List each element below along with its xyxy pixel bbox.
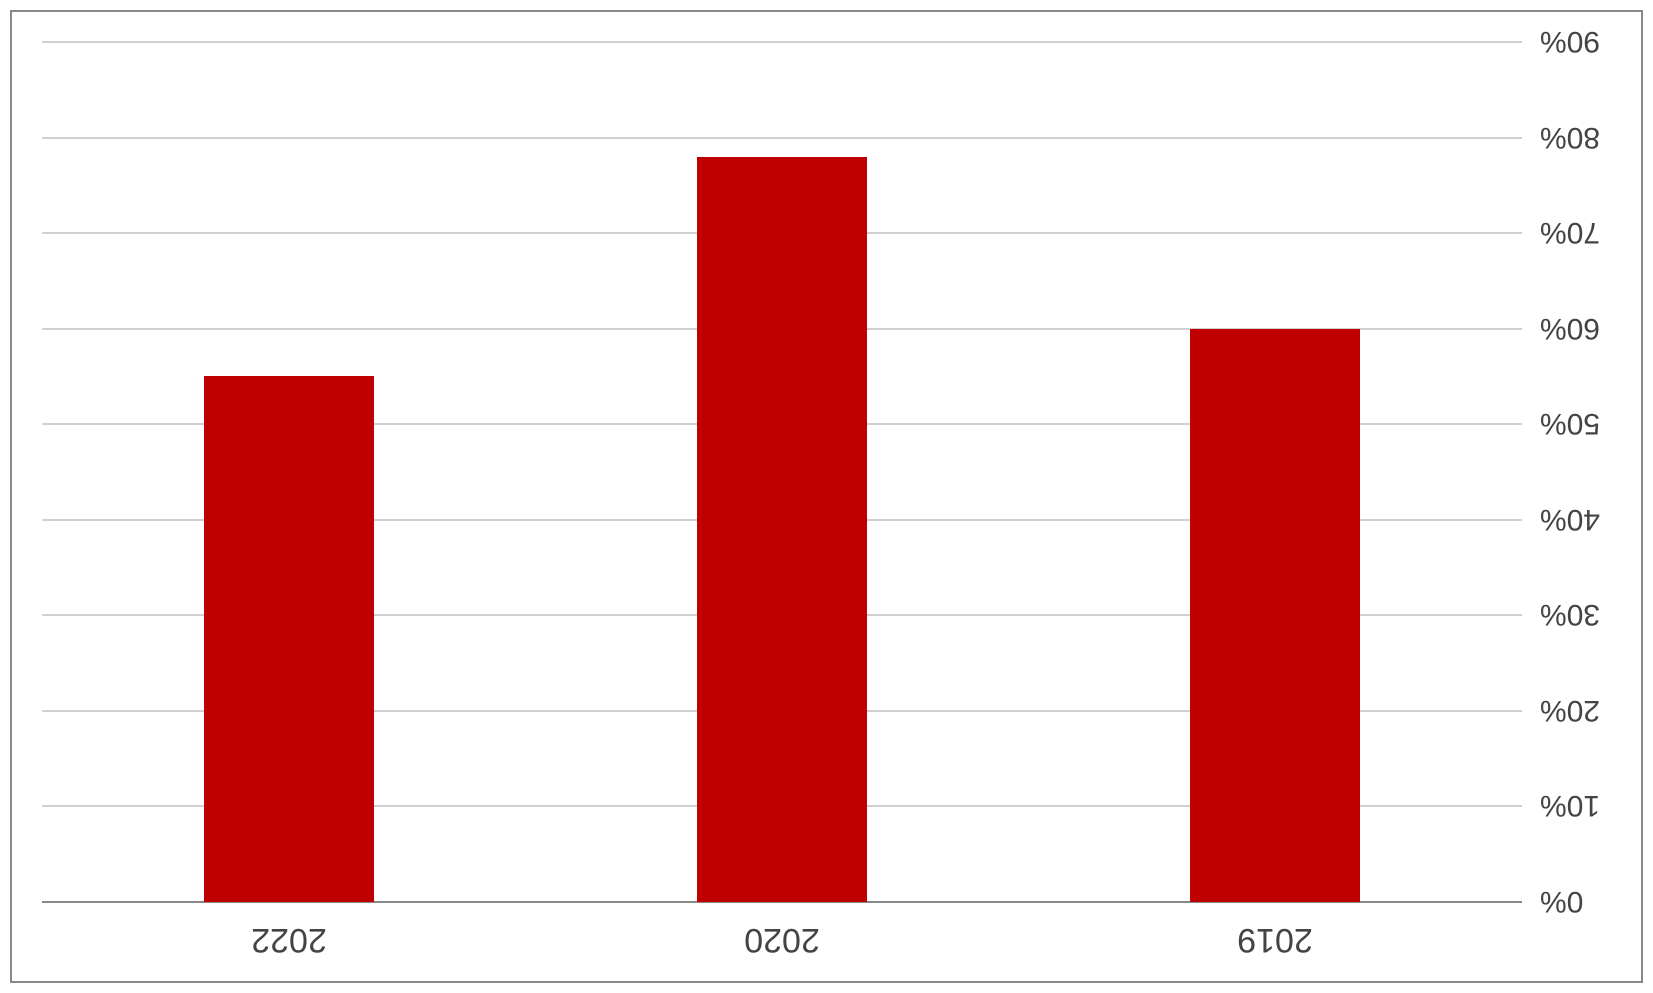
y-tick-label: 80% xyxy=(1540,120,1600,154)
y-tick-label: 0% xyxy=(1540,884,1583,918)
y-tick-label: 50% xyxy=(1540,406,1600,440)
plot-area xyxy=(42,42,1522,902)
bar xyxy=(1190,329,1360,902)
y-tick-label: 30% xyxy=(1540,597,1600,631)
x-tick-label: 2022 xyxy=(204,920,374,959)
chart-frame: 0% 10% 20% 30% 40% 50% 60% 70% 80% 90% 2022 2020 201… xyxy=(10,10,1643,983)
y-tick-label: 90% xyxy=(1540,24,1600,58)
y-tick-label: 60% xyxy=(1540,311,1600,345)
bar xyxy=(204,376,374,902)
x-tick-label: 2020 xyxy=(697,920,867,959)
bar xyxy=(697,157,867,902)
y-tick-label: 70% xyxy=(1540,215,1600,249)
y-tick-label: 20% xyxy=(1540,693,1600,727)
gridline xyxy=(42,137,1522,139)
gridline xyxy=(42,41,1522,43)
y-tick-label: 40% xyxy=(1540,502,1600,536)
x-tick-label: 2019 xyxy=(1190,920,1360,959)
y-tick-label: 10% xyxy=(1540,788,1600,822)
